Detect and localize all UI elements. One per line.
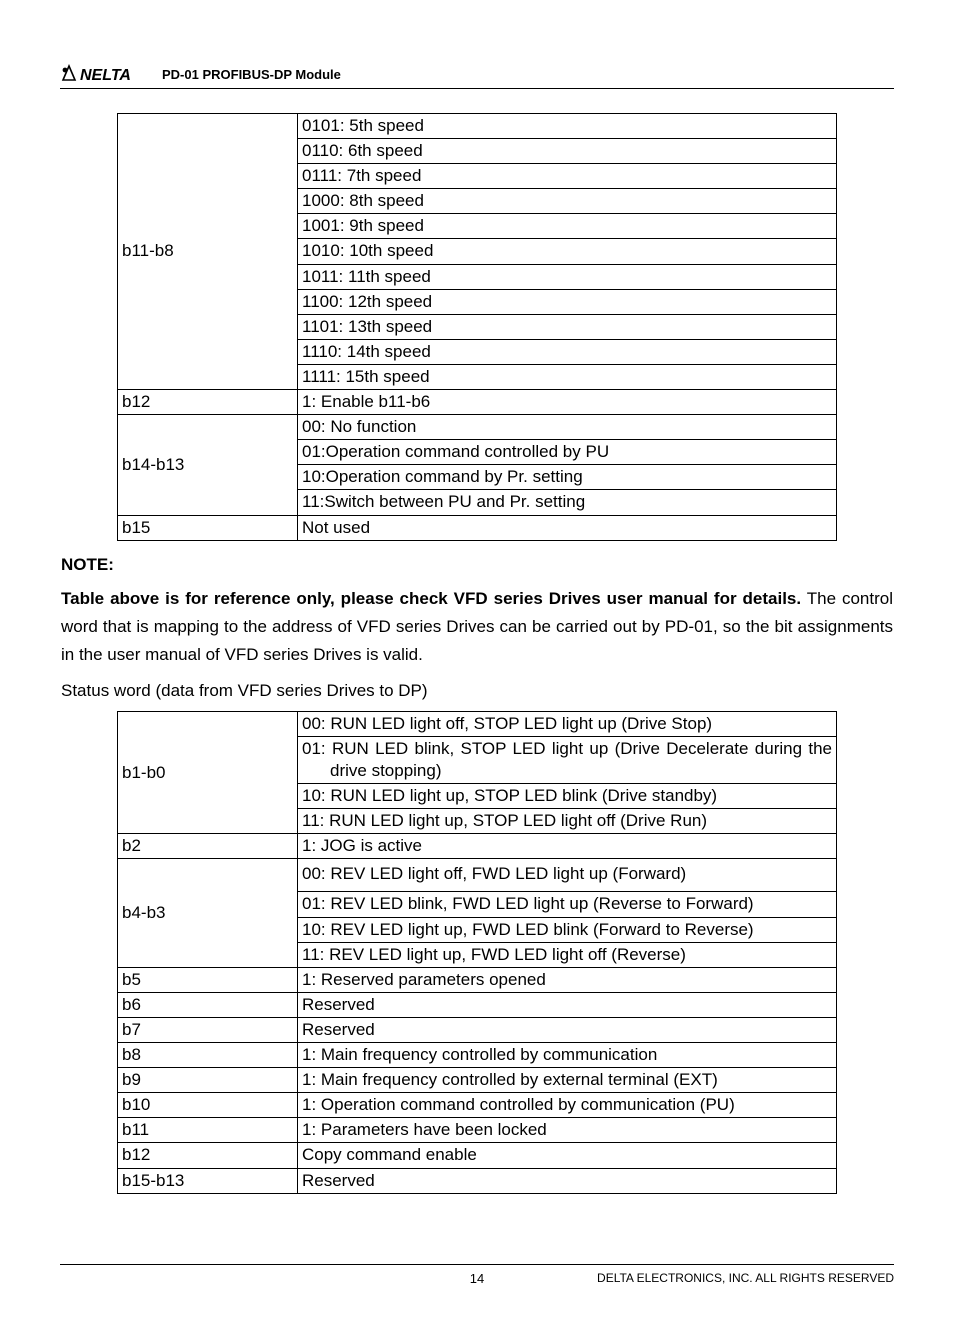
bit-cell: b5: [118, 967, 298, 992]
table-row: b111: Parameters have been locked: [118, 1118, 837, 1143]
table-row: b14-b1300: No function: [118, 415, 837, 440]
value-cell: 00: REV LED light off, FWD LED light up …: [298, 859, 837, 892]
value-cell: 1001: 9th speed: [298, 214, 837, 239]
bit-cell: b11: [118, 1118, 298, 1143]
value-cell: 01:Operation command controlled by PU: [298, 440, 837, 465]
note-label: NOTE:: [61, 555, 114, 574]
bit-cell: b11-b8: [118, 114, 298, 390]
value-cell: Reserved: [298, 992, 837, 1017]
value-cell: Not used: [298, 515, 837, 540]
table-row: b11-b80101: 5th speed: [118, 114, 837, 139]
value-cell: Reserved: [298, 1168, 837, 1193]
table-row: b7Reserved: [118, 1017, 837, 1042]
table-row: b4-b300: REV LED light off, FWD LED ligh…: [118, 859, 837, 892]
control-word-table: b11-b80101: 5th speed0110: 6th speed0111…: [117, 113, 837, 541]
value-cell: 1111: 15th speed: [298, 364, 837, 389]
bit-cell: b4-b3: [118, 859, 298, 967]
table-row: b1-b000: RUN LED light off, STOP LED lig…: [118, 711, 837, 736]
page: NELTA PD-01 PROFIBUS-DP Module b11-b8010…: [0, 0, 954, 1326]
value-cell: Copy command enable: [298, 1143, 837, 1168]
value-cell: 10: REV LED light up, FWD LED blink (For…: [298, 917, 837, 942]
delta-logo: NELTA: [60, 64, 152, 84]
bit-cell: b1-b0: [118, 711, 298, 833]
footer-rights: DELTA ELECTRONICS, INC. ALL RIGHTS RESER…: [597, 1271, 894, 1285]
page-number: 14: [470, 1271, 484, 1286]
value-cell: 01: RUN LED blink, STOP LED light up (Dr…: [298, 736, 837, 783]
value-cell: 11: REV LED light up, FWD LED light off …: [298, 942, 837, 967]
bit-cell: b12: [118, 1143, 298, 1168]
value-cell: 10:Operation command by Pr. setting: [298, 465, 837, 490]
page-header: NELTA PD-01 PROFIBUS-DP Module: [60, 64, 894, 89]
bit-cell: b15: [118, 515, 298, 540]
bit-cell: b14-b13: [118, 415, 298, 515]
note-section: NOTE: Table above is for reference only,…: [61, 551, 893, 705]
bit-cell: b8: [118, 1043, 298, 1068]
table-row: b121: Enable b11-b6: [118, 390, 837, 415]
value-cell: 1: Main frequency controlled by communic…: [298, 1043, 837, 1068]
value-cell: 1: Main frequency controlled by external…: [298, 1068, 837, 1093]
value-cell: 1100: 12th speed: [298, 289, 837, 314]
table-row: b21: JOG is active: [118, 834, 837, 859]
value-cell: 1110: 14th speed: [298, 339, 837, 364]
value-cell: 0111: 7th speed: [298, 164, 837, 189]
table-row: b15Not used: [118, 515, 837, 540]
page-footer: 14 DELTA ELECTRONICS, INC. ALL RIGHTS RE…: [60, 1264, 894, 1286]
svg-text:NELTA: NELTA: [80, 67, 131, 84]
bit-cell: b12: [118, 390, 298, 415]
table-row: b6Reserved: [118, 992, 837, 1017]
value-cell: Reserved: [298, 1017, 837, 1042]
table-row: b51: Reserved parameters opened: [118, 967, 837, 992]
value-cell: 00: No function: [298, 415, 837, 440]
value-cell: 1: JOG is active: [298, 834, 837, 859]
value-cell: 11: RUN LED light up, STOP LED light off…: [298, 809, 837, 834]
table-row: b15-b13Reserved: [118, 1168, 837, 1193]
value-cell: 1: Enable b11-b6: [298, 390, 837, 415]
value-cell: 1010: 10th speed: [298, 239, 837, 264]
header-title: PD-01 PROFIBUS-DP Module: [162, 67, 341, 84]
bit-cell: b10: [118, 1093, 298, 1118]
bit-cell: b15-b13: [118, 1168, 298, 1193]
value-cell: 10: RUN LED light up, STOP LED blink (Dr…: [298, 784, 837, 809]
value-cell: 0110: 6th speed: [298, 139, 837, 164]
table-row: b101: Operation command controlled by co…: [118, 1093, 837, 1118]
value-cell: 1: Parameters have been locked: [298, 1118, 837, 1143]
bit-cell: b6: [118, 992, 298, 1017]
table-row: b12Copy command enable: [118, 1143, 837, 1168]
value-cell: 11:Switch between PU and Pr. setting: [298, 490, 837, 515]
bit-cell: b2: [118, 834, 298, 859]
table-row: b81: Main frequency controlled by commun…: [118, 1043, 837, 1068]
status-word-table: b1-b000: RUN LED light off, STOP LED lig…: [117, 711, 837, 1194]
value-cell: 01: REV LED blink, FWD LED light up (Rev…: [298, 892, 837, 917]
value-cell: 0101: 5th speed: [298, 114, 837, 139]
bit-cell: b9: [118, 1068, 298, 1093]
bit-cell: b7: [118, 1017, 298, 1042]
value-cell: 1101: 13th speed: [298, 314, 837, 339]
status-word-heading: Status word (data from VFD series Drives…: [61, 677, 893, 705]
value-cell: 00: RUN LED light off, STOP LED light up…: [298, 711, 837, 736]
table-row: b91: Main frequency controlled by extern…: [118, 1068, 837, 1093]
value-cell: 1: Reserved parameters opened: [298, 967, 837, 992]
value-cell: 1000: 8th speed: [298, 189, 837, 214]
note-paragraph: Table above is for reference only, pleas…: [61, 585, 893, 669]
value-cell: 1011: 11th speed: [298, 264, 837, 289]
value-cell: 1: Operation command controlled by commu…: [298, 1093, 837, 1118]
